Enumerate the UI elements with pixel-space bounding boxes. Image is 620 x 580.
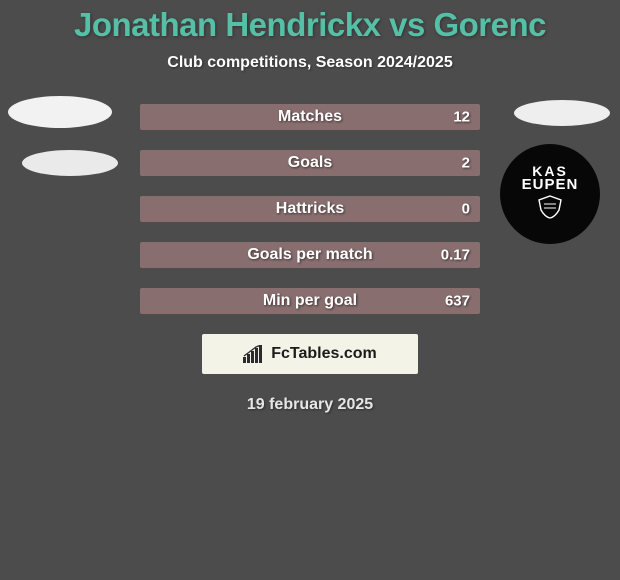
stat-bar-row: Hattricks 0 [140, 196, 480, 222]
stat-bar-row: Goals per match 0.17 [140, 242, 480, 268]
shield-icon [537, 195, 563, 219]
bar-chart-icon [243, 345, 265, 363]
stat-bar-value: 12 [453, 109, 470, 126]
stat-bar-label: Min per goal [263, 292, 357, 310]
club-badge-eupen: KAS EUPEN [500, 144, 600, 244]
stat-bars: Matches 12 Goals 2 Hattricks 0 Goals per match… [140, 104, 480, 314]
stat-bar-row: Min per goal 637 [140, 288, 480, 314]
player-avatar-placeholder-1 [8, 96, 112, 128]
stat-bar-value: 2 [462, 155, 470, 172]
club-badge-line2: EUPEN [522, 177, 579, 193]
brand-box: FcTables.com [202, 334, 418, 374]
stat-bar-row: Matches 12 [140, 104, 480, 130]
player-avatar-placeholder-3 [514, 100, 610, 126]
stat-bar-value: 0.17 [441, 247, 470, 264]
stat-bar-label: Matches [278, 108, 342, 126]
brand-text: FcTables.com [271, 345, 377, 363]
player-avatar-placeholder-2 [22, 150, 118, 176]
stat-bar-label: Goals [288, 154, 332, 172]
club-badge-inner: KAS EUPEN [522, 164, 579, 223]
page-title: Jonathan Hendrickx vs Gorenc [0, 0, 620, 44]
date-line: 19 february 2025 [0, 396, 620, 414]
stat-bar-label: Goals per match [247, 246, 372, 264]
stats-area: KAS EUPEN Matches 12 Goals 2 Hattricks 0 Goals… [0, 104, 620, 314]
stat-bar-value: 0 [462, 201, 470, 218]
stat-bar-row: Goals 2 [140, 150, 480, 176]
subtitle: Club competitions, Season 2024/2025 [0, 54, 620, 72]
stat-bar-value: 637 [445, 293, 470, 310]
stat-bar-label: Hattricks [276, 200, 344, 218]
